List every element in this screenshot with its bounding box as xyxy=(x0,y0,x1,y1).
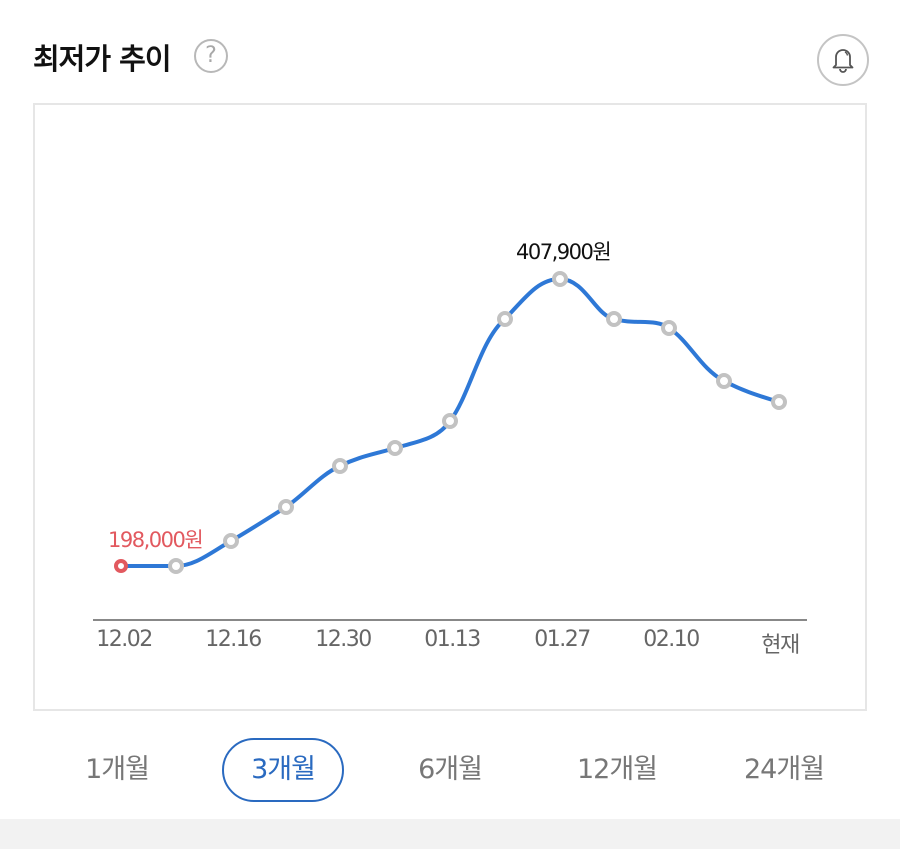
min-price-point[interactable] xyxy=(114,559,128,573)
bell-icon xyxy=(832,49,854,73)
price-chart-panel xyxy=(33,103,867,711)
period-selector: 1개월 3개월 6개월 12개월 24개월 xyxy=(0,738,900,802)
period-12-months[interactable]: 12개월 xyxy=(576,754,658,785)
x-tick-label: 01.13 xyxy=(424,627,481,652)
period-24-months[interactable]: 24개월 xyxy=(743,754,825,785)
x-tick-label: 12.16 xyxy=(205,627,262,652)
data-point[interactable] xyxy=(771,394,787,410)
data-point[interactable] xyxy=(332,458,348,474)
data-point[interactable] xyxy=(661,320,677,336)
data-point[interactable] xyxy=(223,533,239,549)
min-price-label: 198,000원 xyxy=(108,528,204,552)
x-tick-label: 12.30 xyxy=(315,627,372,652)
data-point[interactable] xyxy=(168,558,184,574)
data-points xyxy=(114,271,787,574)
data-point[interactable] xyxy=(387,440,403,456)
data-point[interactable] xyxy=(278,499,294,515)
max-price-point[interactable] xyxy=(552,271,568,287)
price-alert-button[interactable] xyxy=(817,34,869,86)
x-tick-label: 12.02 xyxy=(96,627,153,652)
data-point[interactable] xyxy=(716,373,732,389)
help-icon[interactable]: ? xyxy=(194,39,228,73)
x-tick-label: 현재 xyxy=(761,633,800,658)
x-tick-label: 01.27 xyxy=(534,627,591,652)
data-point[interactable] xyxy=(442,413,458,429)
data-point[interactable] xyxy=(497,311,513,327)
price-line-chart xyxy=(93,271,807,621)
period-3-months[interactable]: 3개월 xyxy=(222,738,344,802)
period-1-month[interactable]: 1개월 xyxy=(85,754,150,785)
data-point[interactable] xyxy=(606,311,622,327)
max-price-label: 407,900원 xyxy=(516,240,612,264)
page-title: 최저가 추이 xyxy=(33,42,171,76)
section-divider xyxy=(0,819,900,849)
x-tick-label: 02.10 xyxy=(643,627,700,652)
period-6-months[interactable]: 6개월 xyxy=(418,754,483,785)
